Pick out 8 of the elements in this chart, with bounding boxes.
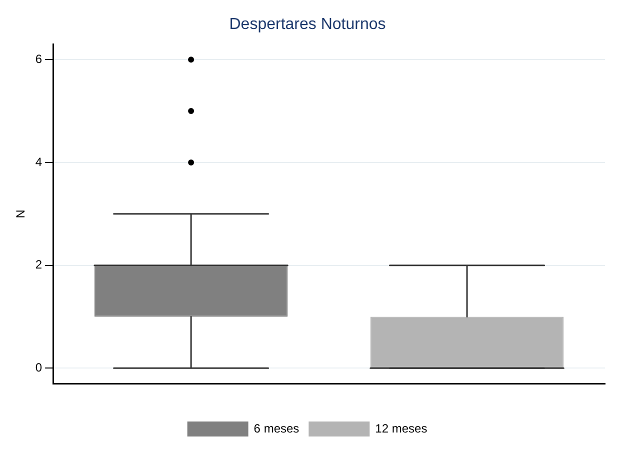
- y-axis-title: N: [14, 210, 28, 218]
- legend-label: 12 meses: [375, 421, 428, 436]
- y-tick-label: 6: [35, 52, 42, 66]
- y-tick-label: 2: [35, 258, 42, 272]
- y-tick-label: 4: [35, 154, 42, 169]
- chart-title: Despertares Noturnos: [229, 16, 386, 34]
- y-tick-label: 0: [35, 360, 42, 374]
- legend-label: 6 meses: [254, 421, 300, 436]
